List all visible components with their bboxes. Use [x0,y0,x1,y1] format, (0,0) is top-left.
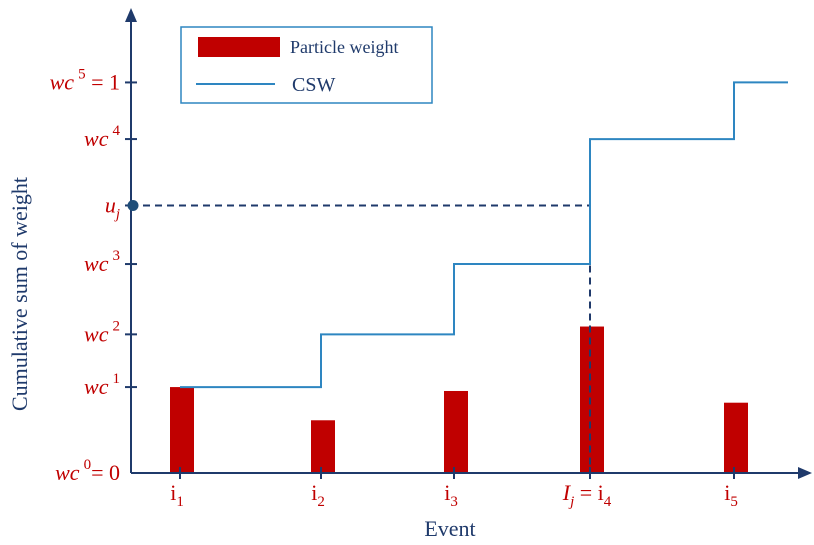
y-tick-label-1: wc 1 [84,371,120,399]
y-tick-label-0: wc 0= 0 [55,457,120,485]
legend: Particle weight CSW [180,26,433,104]
legend-swatch-particle-weight [198,37,280,57]
legend-label-particle-weight: Particle weight [290,37,398,57]
bar-4 [580,326,604,473]
x-tick-label-4: Ij = i4 [562,480,612,510]
y-tick-layer: wc 0= 0 wc 1 wc 2 wc 3 uj wc 4 wc 5 = 1 [50,66,139,485]
legend-label-csw: CSW [292,74,335,96]
plot-layer [131,81,788,473]
x-tick-label-5: i5 [724,480,738,510]
x-axis-arrow [798,467,812,479]
y-tick-label-5: wc 4 [84,123,120,151]
bar-1 [170,387,194,473]
x-axis-title: Event [424,516,475,541]
x-tick-layer: i1 i2 i3 Ij = i4 i5 [170,467,738,510]
bar-5 [724,402,748,473]
axis-layer [125,8,812,479]
bar-2 [311,420,335,473]
y-axis-title: Cumulative sum of weight [7,177,32,411]
y-tick-label-3: wc 3 [84,248,120,276]
y-axis-arrow [125,8,137,22]
uj-marker [127,199,139,211]
bar-3 [444,390,468,473]
y-tick-label-6: wc 5 = 1 [50,66,120,94]
x-tick-label-1: i1 [170,480,184,510]
x-tick-label-3: i3 [444,480,458,510]
csw-step-line [180,81,788,389]
y-tick-label-2: wc 2 [84,318,120,346]
y-tick-label-4: uj [105,192,120,222]
x-tick-label-2: i2 [311,480,325,510]
